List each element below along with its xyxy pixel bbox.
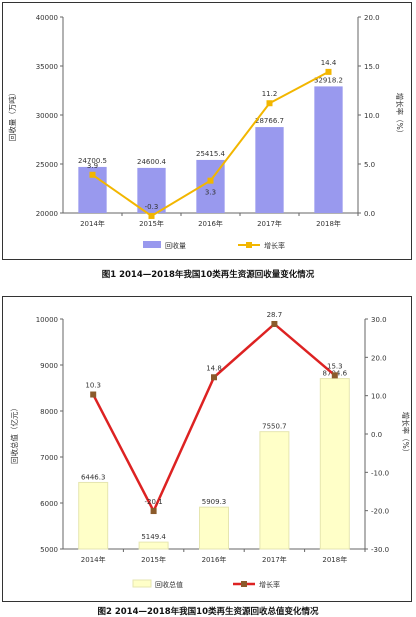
chart-2-line-label: 28.7 [267, 311, 283, 319]
chart-1-legend-bar-swatch [143, 241, 161, 248]
chart-2-x-tick-label: 2018年 [322, 555, 347, 564]
chart-2-legend-line-label: 增长率 [259, 580, 280, 589]
chart-1-legend-line-marker [246, 242, 252, 248]
chart-1-line-marker [89, 171, 96, 178]
chart-2-legend-line-marker [241, 581, 247, 587]
chart-1-y2-tick-label: 10.0 [364, 112, 380, 120]
chart-1-y2-tick-label: 20.0 [364, 14, 380, 22]
chart-2-y2-tick-label: 0.0 [371, 431, 382, 439]
chart-1-bar-label: 24600.4 [137, 158, 166, 166]
chart-2-line-label: 14.8 [206, 364, 222, 372]
chart-1-y-tick-label: 40000 [36, 14, 58, 22]
chart-1-y-tick-label: 35000 [36, 63, 58, 71]
chart-1-y2-tick-label: 0.0 [364, 210, 375, 218]
chart-1-line-marker [325, 68, 332, 75]
chart-2-line-label: 15.3 [327, 362, 343, 370]
chart-2-y2-tick-label: -30.0 [371, 546, 389, 554]
chart-2-bar-label: 5149.4 [141, 533, 166, 541]
chart-2-bar [78, 481, 109, 550]
chart-2: 10000 9000 8000 7000 6000 5000 30.0 20.0 10.0 0.0… [9, 311, 411, 589]
chart-2-line-marker [271, 320, 278, 327]
chart-2-y-tick-label: 9000 [40, 362, 58, 370]
chart-1-x-tick-label: 2018年 [316, 219, 341, 228]
chart-2-caption: 图2 2014—2018年我国10类再生资源回收总值变化情况 [97, 607, 319, 617]
chart-2-line-marker [331, 372, 338, 379]
chart-1-bar [255, 127, 284, 213]
chart-1-bar-label: 24700.5 [78, 157, 107, 165]
chart-1-y2-axis-title: 增长率（%） [395, 93, 405, 138]
chart-2-x-tick-label: 2015年 [141, 555, 166, 564]
chart-1-y-tick-label: 20000 [36, 210, 58, 218]
chart-2-y2-tick-label: 10.0 [371, 393, 387, 401]
chart-1-x-tick-label: 2016年 [198, 219, 223, 228]
chart-2-legend-bar-swatch [132, 579, 152, 588]
chart-2-bar [319, 378, 350, 550]
chart-2-x-tick-label: 2016年 [202, 555, 227, 564]
chart-2-bar-label: 5909.3 [202, 498, 227, 506]
chart-2-line-label: 10.3 [85, 382, 101, 390]
chart-2-y-tick-label: 8000 [40, 408, 58, 416]
chart-1-caption: 图1 2014—2018年我国10类再生资源回收量变化情况 [101, 270, 315, 280]
chart-1-x-tick-label: 2014年 [80, 219, 105, 228]
chart-1-line-label: 14.4 [321, 59, 337, 67]
chart-1-bar [314, 86, 343, 213]
chart-2-y-tick-label: 7000 [40, 454, 58, 462]
chart-2-x-tick-label: 2017年 [262, 555, 287, 564]
chart-1-bar-label: 32918.2 [314, 76, 343, 84]
chart-1-bar [137, 167, 166, 213]
chart-1-line-marker [148, 212, 155, 219]
chart-2-y-tick-label: 10000 [36, 316, 58, 324]
chart-2-bar [199, 506, 229, 550]
chart-panel-1: 40000 35000 30000 25000 20000 20.0 15.0 10.0 5.0… [2, 2, 412, 260]
chart-1-line-label: 11.2 [262, 90, 278, 98]
chart-1-y2-tick-label: 15.0 [364, 63, 380, 71]
chart-1-y-tick-label: 30000 [36, 112, 58, 120]
chart-1-line-label: 3.9 [87, 162, 98, 170]
chart-1-legend-bar-label: 回收量 [165, 241, 186, 250]
chart-1-legend-line-label: 增长率 [264, 241, 285, 250]
chart-1-bar-label: 25415.4 [196, 150, 225, 158]
chart-2-legend-bar-label: 回收总值 [155, 580, 183, 589]
chart-1-y2-tick-label: 5.0 [364, 161, 375, 169]
chart-1: 40000 35000 30000 25000 20000 20.0 15.0 10.0 5.0… [7, 14, 405, 250]
chart-2-y2-tick-label: -20.0 [371, 508, 389, 516]
chart-2-x-tick-label: 2014年 [81, 555, 106, 564]
chart-1-y-tick-label: 25000 [36, 161, 58, 169]
chart-2-line-marker [90, 391, 97, 398]
chart-1-line-label: 3.3 [205, 189, 216, 197]
chart-2-y-tick-label: 5000 [40, 546, 58, 554]
chart-1-x-tick-label: 2017年 [257, 219, 282, 228]
chart-1-bar-label: 28766.7 [255, 117, 284, 125]
chart-1-y-axis-title: 回收量（万吨） [7, 89, 17, 142]
chart-2-y-tick-label: 6000 [40, 500, 58, 508]
chart-2-line-series [92, 322, 336, 514]
chart-2-bar-label: 7550.7 [262, 423, 287, 431]
chart-2-bar [138, 541, 169, 550]
chart-2-y2-tick-label: -10.0 [371, 469, 389, 477]
chart-2-y2-axis-title: 增长率（%） [401, 412, 411, 457]
chart-2-bar [259, 431, 290, 550]
chart-1-x-tick-label: 2015年 [139, 219, 164, 228]
chart-2-line-marker [211, 374, 217, 381]
chart-2-y2-tick-label: 20.0 [371, 354, 387, 362]
chart-panel-2: 10000 9000 8000 7000 6000 5000 30.0 20.0 10.0 0.0… [2, 296, 412, 602]
chart-1-line-marker [207, 177, 214, 184]
chart-1-line-label: -0.3 [145, 203, 159, 211]
chart-2-bar-label: 6446.3 [81, 473, 106, 481]
chart-1-line-marker [266, 100, 273, 107]
chart-2-y-axis-title: 回收总值（亿元） [9, 404, 19, 464]
chart-2-line-label: -20.1 [145, 498, 163, 506]
chart-2-y2-tick-label: 30.0 [371, 316, 387, 324]
chart-2-line-marker [150, 508, 157, 515]
